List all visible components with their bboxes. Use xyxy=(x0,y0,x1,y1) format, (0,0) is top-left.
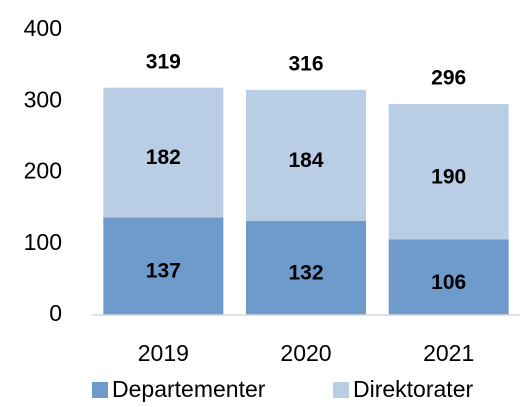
x-tick-label: 2019 xyxy=(138,340,189,366)
y-tick-label: 0 xyxy=(49,300,62,326)
y-tick-label: 200 xyxy=(24,158,62,184)
x-tick-label: 2020 xyxy=(280,340,331,366)
legend-label: Departementer xyxy=(112,376,266,402)
legend-swatch xyxy=(92,382,108,398)
bar-segment xyxy=(388,104,509,240)
bar-segment xyxy=(103,87,224,218)
total-label: 319 xyxy=(146,50,181,73)
bar-segment xyxy=(246,89,366,221)
bar-segment xyxy=(388,239,509,315)
bar-segment xyxy=(103,217,224,315)
y-tick-label: 400 xyxy=(24,15,62,41)
x-tick-label: 2021 xyxy=(423,340,474,366)
data-label: 190 xyxy=(431,165,466,188)
y-tick-label: 300 xyxy=(24,86,62,112)
data-label: 137 xyxy=(146,260,181,283)
data-label: 184 xyxy=(288,149,323,172)
total-label: 296 xyxy=(431,67,466,90)
data-label: 182 xyxy=(146,146,181,169)
legend-swatch xyxy=(333,382,349,398)
bar-segment xyxy=(246,220,366,315)
legend-label: Direktorater xyxy=(353,376,473,402)
data-label: 106 xyxy=(431,271,466,294)
data-label: 132 xyxy=(288,262,323,285)
y-tick-label: 100 xyxy=(24,229,62,255)
total-label: 316 xyxy=(288,52,323,75)
